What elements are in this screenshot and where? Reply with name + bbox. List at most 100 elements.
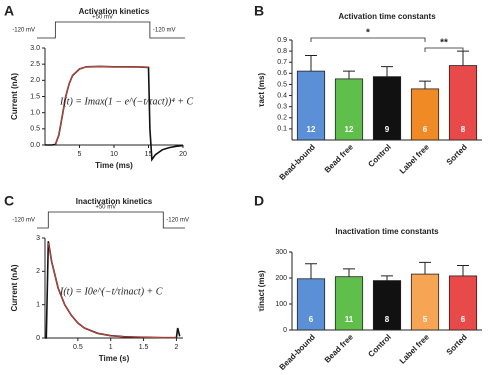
x-tick-label: Control <box>366 143 392 169</box>
x-tick-label: Sorted <box>445 142 469 166</box>
error-bar <box>343 268 355 277</box>
bar <box>410 273 440 331</box>
bar <box>372 280 402 331</box>
y-tick-label: 0.7 <box>277 59 287 66</box>
x-tick-label: 5 <box>78 151 82 158</box>
y-tick-label: 0.3 <box>277 104 287 111</box>
x-tick-label: Bead-bound <box>278 142 317 181</box>
y-tick-label: 3 <box>36 235 40 242</box>
error-bar <box>457 265 469 276</box>
y-tick-label: 100 <box>275 301 287 308</box>
n-label: 5 <box>423 315 428 324</box>
y-tick-label: 0.5 <box>30 126 40 133</box>
chart-title: Activation kinetics <box>79 7 150 16</box>
n-label: 11 <box>345 315 354 324</box>
error-bar <box>457 50 469 66</box>
error-bar <box>343 70 355 79</box>
y-tick-label: 2 <box>36 268 40 275</box>
y-tick-label: 1.0 <box>30 110 40 117</box>
x-tick-label: Control <box>366 333 392 359</box>
y-tick-label: 1.5 <box>30 93 40 100</box>
x-tick-label: Label free <box>398 332 431 365</box>
error-bar <box>381 66 393 77</box>
x-tick-label: 1.5 <box>139 344 149 351</box>
n-label: 6 <box>423 125 428 134</box>
protocol-label: -120 mV <box>166 218 189 224</box>
panel-letter: C <box>4 193 14 209</box>
bar <box>410 88 440 141</box>
n-label: 12 <box>345 125 354 134</box>
panel-letter: B <box>254 3 264 19</box>
panel-letter: D <box>254 193 264 209</box>
n-label: 12 <box>307 125 316 134</box>
n-label: 6 <box>461 315 466 324</box>
x-tick-label: 1 <box>109 344 113 351</box>
protocol-label: -120 mV <box>153 28 176 34</box>
equation: I(t) = I0e^(−t/τinact) + C <box>59 286 163 297</box>
y-tick-label: 3.0 <box>30 45 40 52</box>
y-axis-label: Current (nA) <box>10 73 19 120</box>
y-tick-label: 0.1 <box>277 126 287 133</box>
x-axis-label: Time (ms) <box>95 161 133 170</box>
x-tick-label: Label free <box>398 142 431 175</box>
panel-letter: A <box>4 3 14 19</box>
y-tick-label: 2.5 <box>30 61 40 68</box>
error-bar <box>305 55 317 72</box>
x-tick-label: Bead free <box>323 332 356 365</box>
x-tick-label: 2 <box>174 344 178 351</box>
y-tick-label: 0.0 <box>30 142 40 149</box>
chart-title: Activation time constants <box>338 12 436 21</box>
x-tick-label: Bead-bound <box>278 332 317 371</box>
n-label: 6 <box>309 315 314 324</box>
equation: I(t) = Imax(1 − e^(−t/τact))⁴ + C <box>59 96 194 107</box>
bar <box>372 76 402 141</box>
significance-label: ** <box>440 38 448 49</box>
x-tick-label: Sorted <box>445 332 469 356</box>
bar <box>334 78 364 141</box>
error-bar <box>419 261 431 275</box>
x-tick-label: Bead free <box>323 142 356 175</box>
x-tick-label: 15 <box>145 151 153 158</box>
protocol-label: +50 mV <box>95 205 116 211</box>
y-tick-label: 0 <box>283 327 287 334</box>
y-tick-label: 0 <box>36 335 40 342</box>
y-axis-label: τinact (ms) <box>257 270 266 312</box>
n-label: 8 <box>385 315 390 324</box>
significance-bracket <box>310 37 426 42</box>
y-tick-label: 2.0 <box>30 77 40 84</box>
y-tick-label: 200 <box>275 275 287 282</box>
y-tick-label: 1 <box>36 302 40 309</box>
y-axis-label: Current (nA) <box>10 264 19 311</box>
y-tick-label: 0.8 <box>277 48 287 55</box>
error-bar <box>419 80 431 89</box>
trace-line <box>54 65 149 145</box>
y-tick-label: 0.9 <box>277 37 287 44</box>
y-tick-label: 0.2 <box>277 115 287 122</box>
protocol-label: +50 mV <box>92 15 113 21</box>
n-label: 9 <box>385 125 390 134</box>
protocol-step <box>37 211 185 229</box>
error-bar <box>305 263 317 279</box>
y-axis-label: τact (ms) <box>257 73 266 108</box>
y-tick-label: 0.5 <box>277 81 287 88</box>
bar <box>334 276 364 331</box>
chart-title: Inactivation time constants <box>335 227 439 236</box>
x-tick-label: 20 <box>179 151 187 158</box>
x-tick-label: 10 <box>110 151 118 158</box>
trace-line <box>47 242 177 339</box>
y-tick-label: 300 <box>275 249 287 256</box>
y-tick-label: 0.4 <box>277 92 287 99</box>
x-tick-label: 0.5 <box>73 344 83 351</box>
protocol-label: -120 mV <box>12 218 35 224</box>
error-bar <box>381 275 393 281</box>
bar <box>448 275 478 331</box>
n-label: 8 <box>461 125 466 134</box>
protocol-step <box>37 21 185 39</box>
bar <box>448 65 478 141</box>
bar <box>296 70 326 141</box>
bar <box>296 278 326 331</box>
significance-bracket <box>424 47 464 52</box>
y-tick-label: 0.6 <box>277 70 287 77</box>
significance-label: * <box>366 28 370 39</box>
